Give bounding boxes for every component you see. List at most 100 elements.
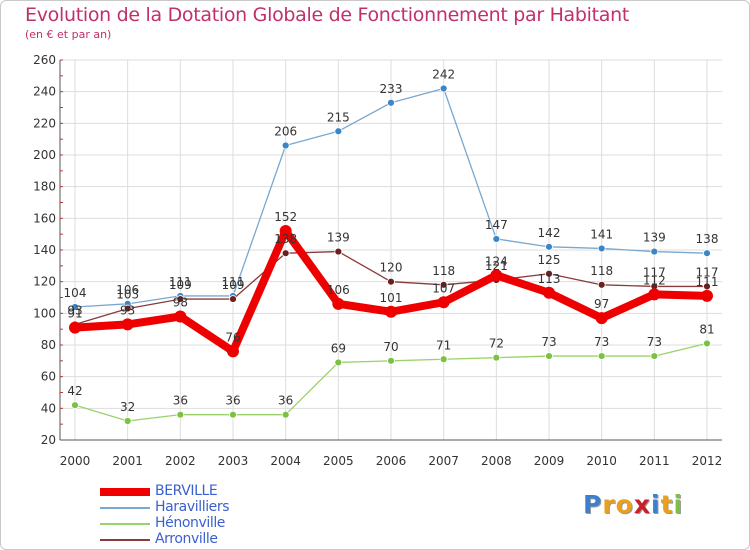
data-label: 139 [643,231,666,245]
data-label: 112 [643,273,666,287]
x-tick-label: 2004 [270,454,301,468]
data-point [648,288,661,301]
data-label: 147 [485,218,508,232]
x-tick-label: 2010 [586,454,617,468]
data-point [229,410,237,419]
data-point [227,345,239,358]
data-label: 93 [67,303,82,317]
data-label: 36 [278,394,293,408]
y-tick-label: 240 [33,85,56,99]
y-tick-label: 20 [41,433,56,447]
legend-item-hénonville: Hénonville [100,515,360,532]
data-point [176,295,185,303]
data-label: 109 [222,278,245,292]
logo-letter: o [615,490,634,519]
legend-swatch [100,507,150,509]
data-point [439,280,448,289]
data-label: 91 [67,307,82,321]
logo-letter: i [651,490,661,519]
data-point [123,304,132,313]
x-tick-label: 2008 [481,454,512,468]
y-tick-label: 40 [41,401,56,415]
x-tick-label: 2000 [60,454,91,468]
data-label: 113 [538,272,561,286]
data-label: 215 [327,110,350,124]
data-label: 36 [225,394,240,408]
legend-item-arronville: Arronville [100,531,360,548]
data-label: 76 [225,330,240,344]
data-point [597,280,606,289]
data-point [545,352,553,360]
data-label: 111 [696,275,719,289]
data-point [545,269,553,278]
data-label: 142 [538,226,561,240]
chart-subtitle: (en € et par an) [25,28,112,41]
data-label: 97 [594,297,609,311]
data-label: 117 [696,265,719,279]
data-label: 141 [590,227,613,241]
legend-swatch [100,523,150,525]
x-tick-label: 2002 [165,454,196,468]
legend-label: Arronville [155,531,218,547]
data-label: 104 [64,286,87,300]
data-point [281,249,290,258]
data-label: 98 [173,296,188,310]
legend-label: BERVILLE [155,483,218,499]
y-tick-label: 160 [33,211,56,225]
y-tick-label: 260 [33,53,56,67]
data-point [385,305,397,318]
data-label: 93 [120,303,135,317]
legend-item-berville: BERVILLE [100,483,360,500]
data-point [387,356,395,365]
data-point [71,303,79,311]
data-point [334,127,343,136]
y-tick-label: 140 [33,243,56,257]
legend-swatch [100,539,150,541]
data-label: 36 [173,394,188,408]
data-label: 73 [594,335,609,349]
data-label: 138 [696,232,719,246]
data-point [176,410,185,419]
data-point [595,312,608,325]
x-tick-label: 2012 [692,454,723,468]
data-point [597,352,606,360]
data-point [490,269,503,282]
data-label: 70 [383,340,398,354]
data-label: 233 [380,82,403,96]
data-point [439,84,448,93]
data-label: 73 [647,335,662,349]
logo-letter: x [633,490,651,519]
y-tick-label: 120 [33,275,56,289]
data-point [69,321,81,334]
data-label: 81 [699,322,714,336]
data-label: 71 [436,338,451,352]
data-label: 117 [643,265,666,279]
data-point [387,98,395,107]
data-point [332,297,345,310]
data-label: 121 [485,259,508,273]
data-point [543,286,555,299]
data-label: 124 [485,254,508,268]
data-label: 73 [541,335,556,349]
legend-item-haravilliers: Haravilliers [100,499,360,516]
data-label: 42 [67,384,82,398]
data-point [703,339,711,348]
data-label: 106 [116,283,139,297]
logo-letter: P [583,490,603,519]
data-label: 139 [327,231,350,245]
data-label: 206 [274,125,297,139]
data-point [701,289,713,302]
data-label: 103 [116,288,139,302]
data-label: 101 [380,291,403,305]
data-label: 32 [120,400,135,414]
proxiti-logo: Proxiti [583,490,683,519]
data-point [545,242,553,251]
y-tick-label: 60 [41,370,56,384]
y-tick-label: 180 [33,180,56,194]
data-label: 125 [538,253,561,267]
data-point [71,401,79,410]
data-label: 72 [489,337,504,351]
y-tick-label: 80 [41,338,56,352]
data-label: 111 [222,275,245,289]
data-point [387,277,395,286]
